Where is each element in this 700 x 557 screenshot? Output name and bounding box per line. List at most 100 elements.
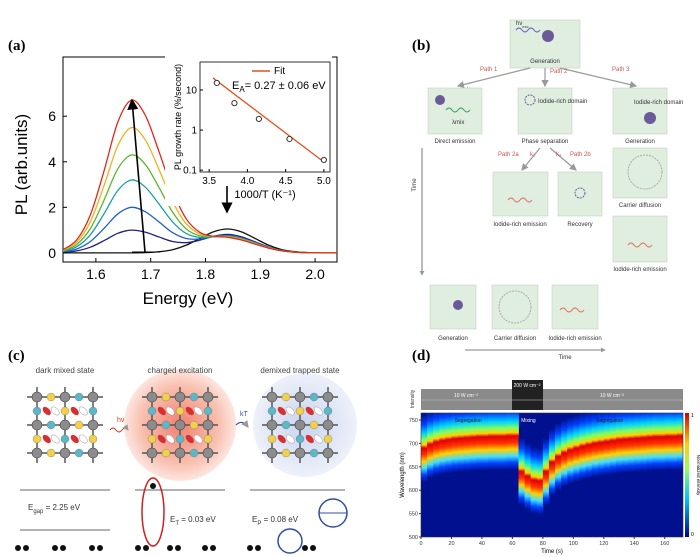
box [517, 87, 573, 135]
heatmap-column [628, 413, 635, 473]
y-axis-label: PL growth rate (%/second) [173, 64, 183, 170]
anion [309, 420, 319, 430]
metal [87, 419, 99, 431]
heatmap-column [518, 438, 525, 505]
state-label: demixed trapped state [260, 366, 340, 375]
x-tick-label: 4.5 [279, 176, 293, 187]
text: T [175, 521, 179, 527]
heatmap-column [664, 413, 672, 470]
x-tick-label: 1.6 [86, 266, 106, 282]
box [427, 87, 483, 135]
colorbar [685, 413, 689, 537]
cation [165, 406, 175, 416]
y-tick-label: 10 [186, 86, 198, 97]
metal [174, 447, 186, 459]
x-tick-label: 160 [660, 541, 669, 547]
cation [277, 406, 286, 416]
axis-label: Time [412, 178, 418, 192]
text: P [257, 521, 261, 527]
x-tick-label: 40 [479, 541, 485, 547]
heatmap-column [615, 413, 623, 474]
emission [627, 242, 653, 248]
anion [281, 448, 291, 458]
legend-label: Fit [274, 66, 285, 77]
anion [46, 448, 56, 458]
energy-label: EP = 0.08 eV [252, 515, 299, 527]
heatmap-column [439, 413, 446, 475]
x-tick-label: 1.8 [196, 266, 216, 282]
heatmap-column [591, 413, 599, 477]
heatmap-column [506, 413, 513, 470]
metal [174, 391, 186, 403]
y-tick-label: 750 [409, 418, 418, 424]
text: hν [516, 21, 522, 27]
heatmap-column [555, 423, 562, 490]
heatmap-column [567, 416, 574, 484]
metal [146, 391, 158, 403]
arrow [127, 98, 146, 253]
box [509, 19, 581, 69]
anion [147, 434, 157, 444]
cation [70, 406, 79, 416]
box [557, 171, 603, 217]
anion [161, 392, 171, 402]
panel-d: 10 W cm⁻² 200 W cm⁻² 10 W cm⁻² Intensity [410, 380, 683, 410]
box [612, 87, 668, 135]
metal [87, 391, 99, 403]
phase-label: Mixing [521, 418, 536, 424]
phase-label: Segregation [455, 418, 482, 424]
electron [210, 545, 216, 551]
text: E [28, 503, 33, 512]
cation [165, 434, 175, 444]
heatmap-column [445, 413, 452, 474]
anion [175, 434, 185, 444]
annotation: EA= 0.27 ± 0.06 eV [232, 80, 326, 94]
arrow [521, 147, 541, 171]
x-tick-label: 60 [509, 541, 515, 547]
domain [524, 94, 536, 106]
cation [78, 406, 88, 416]
x-tick-label: 2.0 [305, 266, 325, 282]
arrow [456, 67, 531, 89]
metal [202, 391, 214, 403]
carrier [435, 95, 445, 105]
metal [294, 447, 306, 459]
fit-line [212, 77, 325, 163]
y-tick-label: 550 [409, 512, 418, 518]
label: Generation [530, 59, 560, 65]
power-label: 10 W cm⁻² [600, 393, 624, 399]
inner-label: Iodide-rich domain [634, 100, 683, 106]
path-label: Path 3 [612, 67, 630, 73]
path-label: Path 2 [550, 69, 568, 75]
cation [70, 434, 79, 444]
heatmap-column [658, 413, 666, 471]
heatmap-column [421, 414, 428, 482]
thermal-arrow [235, 420, 249, 428]
anion [267, 406, 277, 416]
heatmap-column [481, 413, 489, 471]
metal [87, 447, 99, 459]
cation [277, 434, 286, 444]
anion [281, 420, 291, 430]
polaron [141, 477, 165, 547]
cation [193, 406, 203, 416]
heatmap-column [622, 413, 629, 473]
anion [323, 434, 333, 444]
anion [267, 434, 277, 444]
anion [295, 434, 305, 444]
anion [74, 392, 84, 402]
emission [445, 107, 471, 113]
x-tick-label: 20 [448, 541, 454, 547]
heatmap-column [548, 428, 556, 496]
electron [60, 545, 66, 551]
x-tick-label: 0 [419, 541, 422, 547]
electron [143, 545, 149, 551]
panel-b: hνexc Generation Path 1 Path 2 Path 3 k₁… [412, 19, 683, 361]
cation [78, 434, 88, 444]
metal [59, 391, 71, 403]
heatmap-column [640, 413, 647, 472]
heatmap-column [597, 413, 605, 476]
anion [203, 434, 213, 444]
anion [147, 406, 157, 416]
